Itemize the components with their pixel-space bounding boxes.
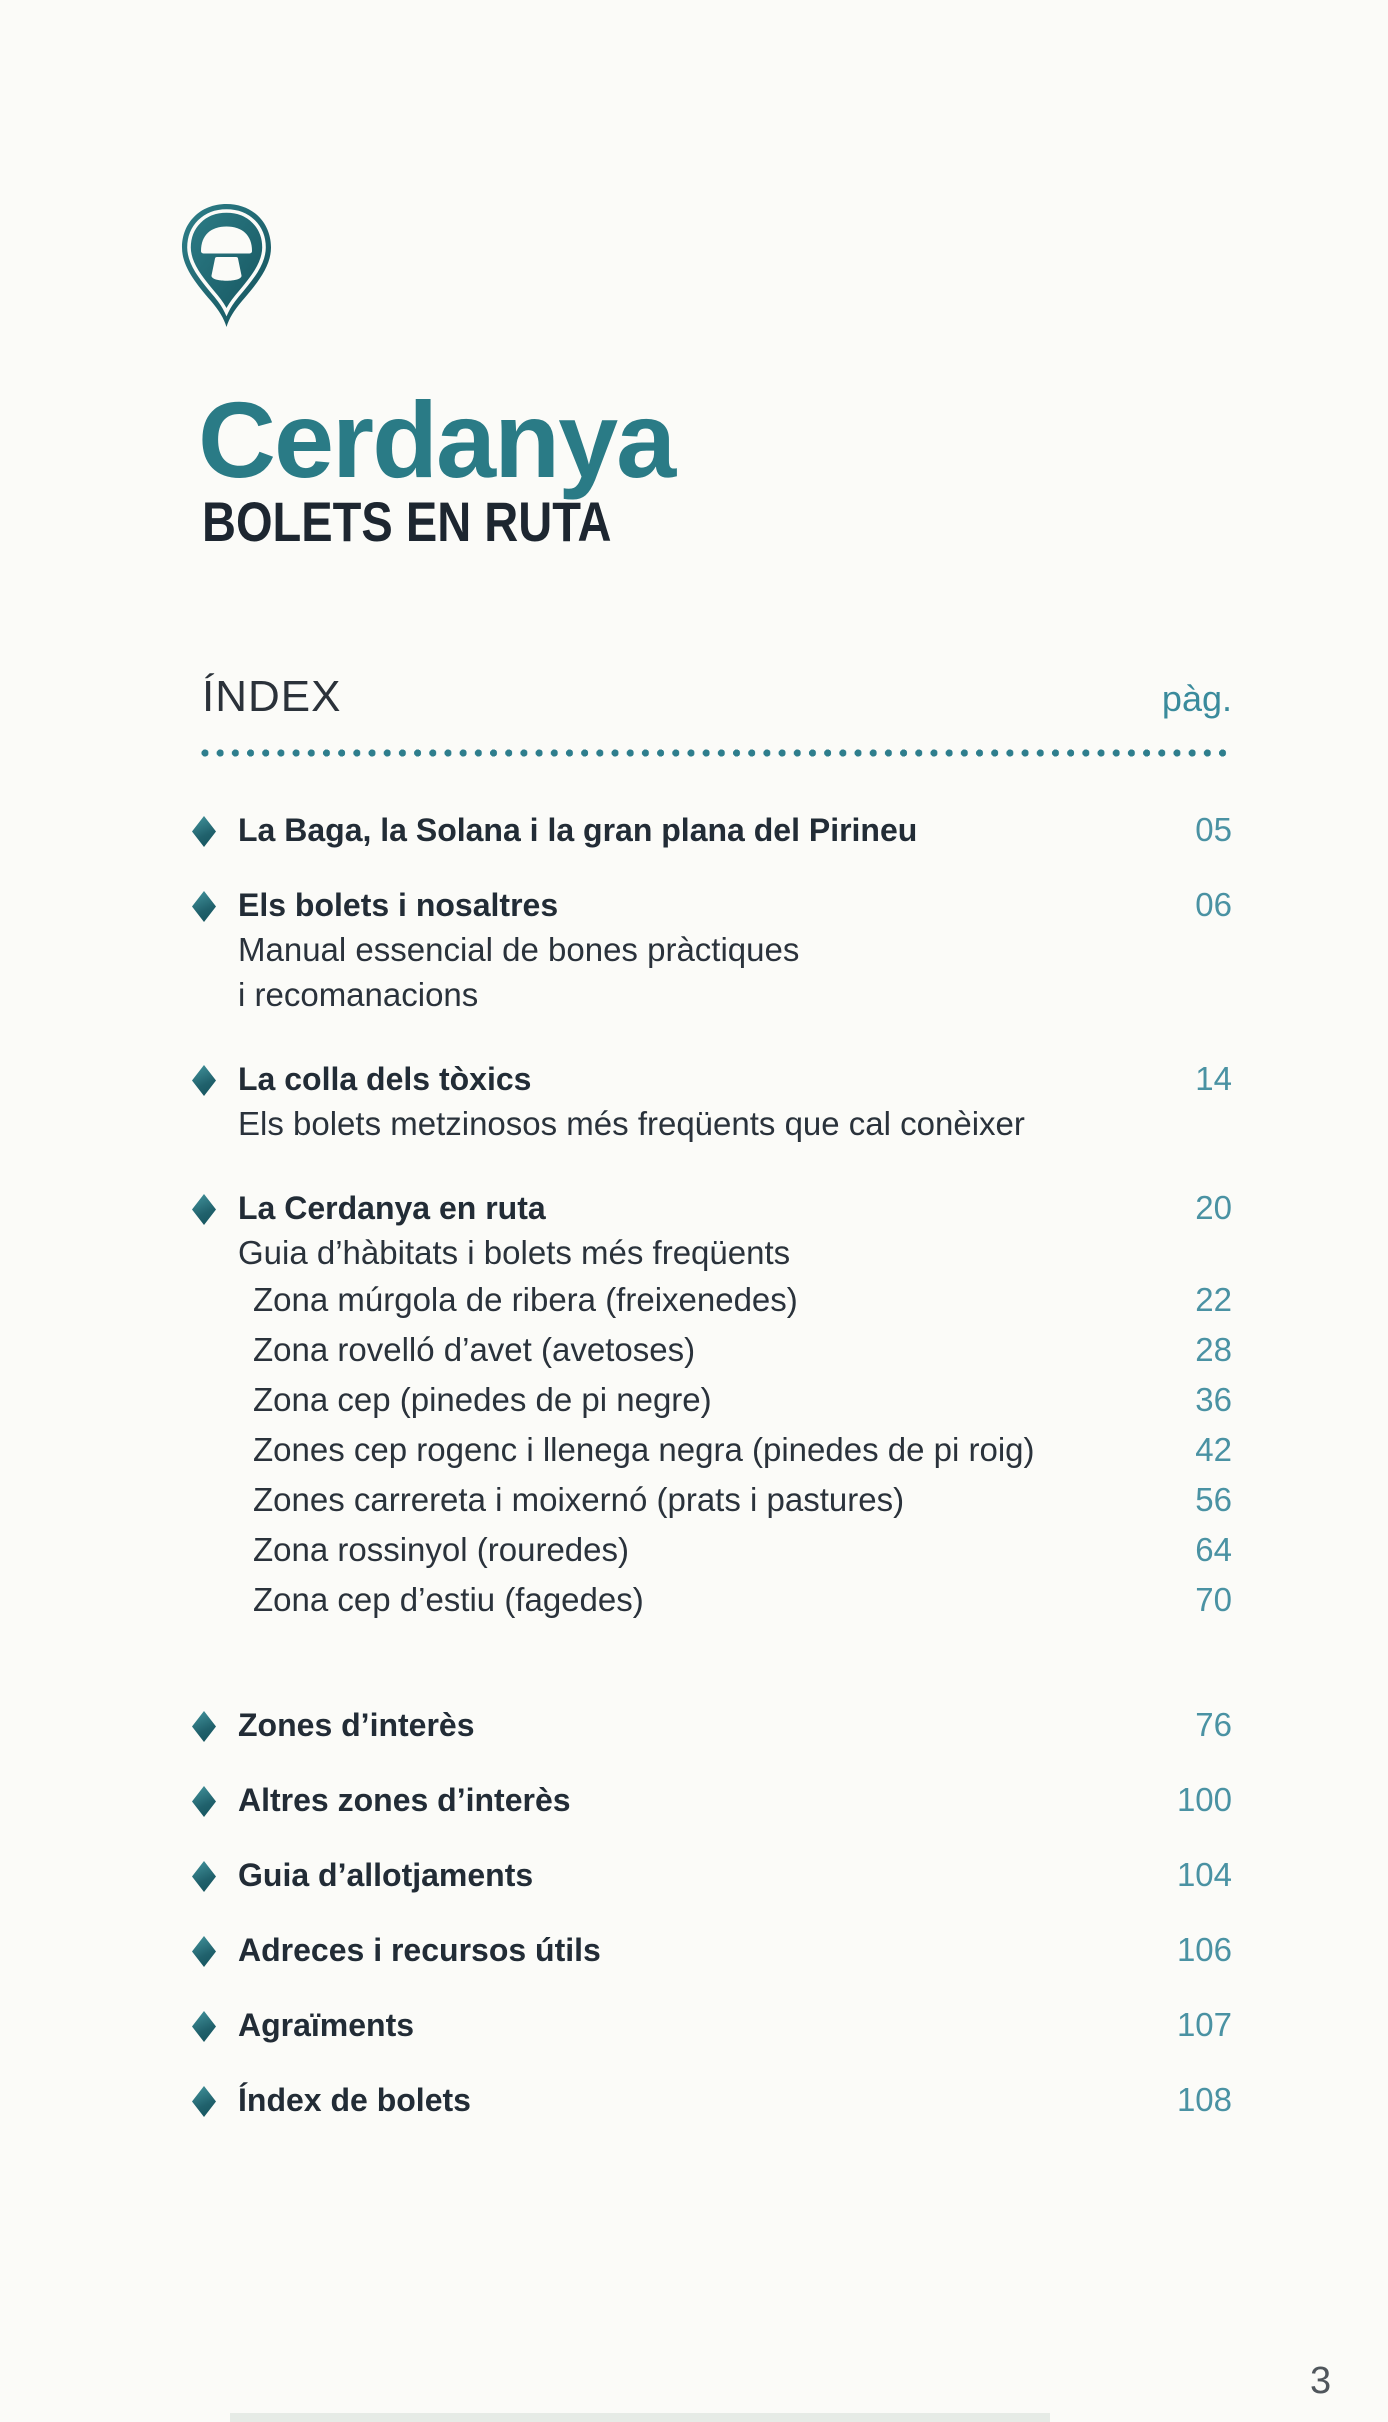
diamond-bullet-icon — [192, 1786, 216, 1817]
toc-entry-page: 14 — [1195, 1060, 1232, 1097]
toc-entry-label: Agraïments — [238, 2007, 415, 2043]
page-column-label: pàg. — [1161, 678, 1232, 719]
mushroom-map-pin-icon — [176, 202, 277, 342]
toc-entry-page: 106 — [1176, 1931, 1232, 1968]
toc-row: Els bolets metzinosos més freqüents que … — [238, 1101, 1232, 1146]
toc-row: Zona rovelló d’avet (avetoses) 28 — [238, 1325, 1232, 1375]
toc-entry-page: 76 — [1195, 1706, 1232, 1743]
toc-row: Manual essencial de bones pràctiques — [238, 927, 1232, 972]
toc-entry-label: Guia d’allotjaments — [238, 1857, 534, 1893]
toc-entry-page: 06 — [1195, 886, 1232, 923]
toc-entry-page: 42 — [1195, 1431, 1232, 1468]
toc-row: La Baga, la Solana i la gran plana del P… — [192, 808, 1232, 852]
diamond-bullet-icon — [192, 891, 216, 922]
table-of-contents: La Baga, la Solana i la gran plana del P… — [192, 800, 1232, 2122]
index-header: ÍNDEX pàg. — [202, 672, 1232, 722]
toc-entry-label: Índex de bolets — [238, 2082, 471, 2118]
diamond-bullet-icon — [192, 1936, 216, 1967]
toc-entry-label: Zona múrgola de ribera (freixenedes) — [253, 1281, 798, 1318]
diamond-bullet-icon — [192, 2086, 216, 2117]
toc-row: Els bolets i nosaltres 06 — [192, 883, 1232, 927]
toc-entry-label: Zones cep rogenc i llenega negra (pinede… — [253, 1431, 1035, 1468]
toc-row: La colla dels tòxics 14 — [192, 1057, 1232, 1101]
toc-entry-label: Adreces i recursos útils — [238, 1932, 601, 1968]
toc-entry-page: 22 — [1195, 1281, 1232, 1318]
toc-entry-label: Guia d’hàbitats i bolets més freqüents — [238, 1234, 791, 1271]
toc-entry-page: 70 — [1195, 1581, 1232, 1618]
book-title: Cerdanya — [198, 379, 676, 500]
toc-entry-page: 100 — [1176, 1781, 1232, 1818]
toc-entry-label: Zona cep (pinedes de pi negre) — [253, 1381, 712, 1418]
toc-row: Guia d’allotjaments 104 — [192, 1853, 1232, 1897]
toc-entry-label: i recomanacions — [238, 976, 479, 1013]
toc-entry-label: Zones carrereta i moixernó (prats i past… — [253, 1481, 905, 1518]
toc-entry-page: 20 — [1195, 1189, 1232, 1226]
toc-entry-label: La Cerdanya en ruta — [238, 1190, 546, 1226]
diamond-bullet-icon — [192, 1861, 216, 1892]
toc-row: Índex de bolets 108 — [192, 2078, 1232, 2122]
toc-row: i recomanacions — [238, 972, 1232, 1017]
toc-row: La Cerdanya en ruta 20 — [192, 1186, 1232, 1230]
toc-entry-page: 28 — [1195, 1331, 1232, 1368]
toc-entry-label: La Baga, la Solana i la gran plana del P… — [238, 812, 918, 848]
toc-row: Zona múrgola de ribera (freixenedes) 22 — [238, 1275, 1232, 1325]
toc-row: Zona cep (pinedes de pi negre) 36 — [238, 1375, 1232, 1425]
toc-entry-page: 104 — [1176, 1856, 1232, 1893]
toc-entry-page: 64 — [1195, 1531, 1232, 1568]
toc-entry-page: 56 — [1195, 1481, 1232, 1518]
toc-row: Adreces i recursos útils 106 — [192, 1928, 1232, 1972]
toc-row: Zones cep rogenc i llenega negra (pinede… — [238, 1425, 1232, 1475]
toc-entry-page: 108 — [1176, 2081, 1232, 2118]
toc-entry-label: Zona cep d’estiu (fagedes) — [253, 1581, 644, 1618]
toc-row: Altres zones d’interès 100 — [192, 1778, 1232, 1822]
toc-row: Agraïments 107 — [192, 2003, 1232, 2047]
toc-entry-label: Zona rovelló d’avet (avetoses) — [253, 1331, 696, 1368]
diamond-bullet-icon — [192, 2011, 216, 2042]
diamond-bullet-icon — [192, 1711, 216, 1742]
toc-entry-label: Els bolets metzinosos més freqüents que … — [238, 1105, 1025, 1142]
index-heading: ÍNDEX — [202, 672, 342, 721]
diamond-bullet-icon — [192, 1065, 216, 1096]
toc-entry-label: Els bolets i nosaltres — [238, 887, 559, 923]
diamond-bullet-icon — [192, 1194, 216, 1225]
dotted-divider — [200, 748, 1234, 758]
toc-entry-label: Zones d’interès — [238, 1707, 475, 1743]
toc-row: Zones d’interès 76 — [192, 1703, 1232, 1747]
toc-entry-page: 05 — [1195, 811, 1232, 848]
toc-entry-page: 36 — [1195, 1381, 1232, 1418]
toc-row: Guia d’hàbitats i bolets més freqüents — [238, 1230, 1232, 1275]
toc-row: Zona rossinyol (rouredes) 64 — [238, 1525, 1232, 1575]
scan-edge-artifact — [230, 2413, 1050, 2422]
toc-row: Zona cep d’estiu (fagedes) 70 — [238, 1575, 1232, 1625]
toc-entry-label: Zona rossinyol (rouredes) — [253, 1531, 629, 1568]
toc-entry-label: Manual essencial de bones pràctiques — [238, 931, 800, 968]
book-subtitle: BOLETS EN RUTA — [202, 490, 612, 553]
toc-entry-label: La colla dels tòxics — [238, 1061, 532, 1097]
toc-entry-label: Altres zones d’interès — [238, 1782, 571, 1818]
toc-entry-page: 107 — [1176, 2006, 1232, 2043]
page-number: 3 — [1310, 2360, 1332, 2402]
diamond-bullet-icon — [192, 816, 216, 847]
toc-row: Zones carrereta i moixernó (prats i past… — [238, 1475, 1232, 1525]
